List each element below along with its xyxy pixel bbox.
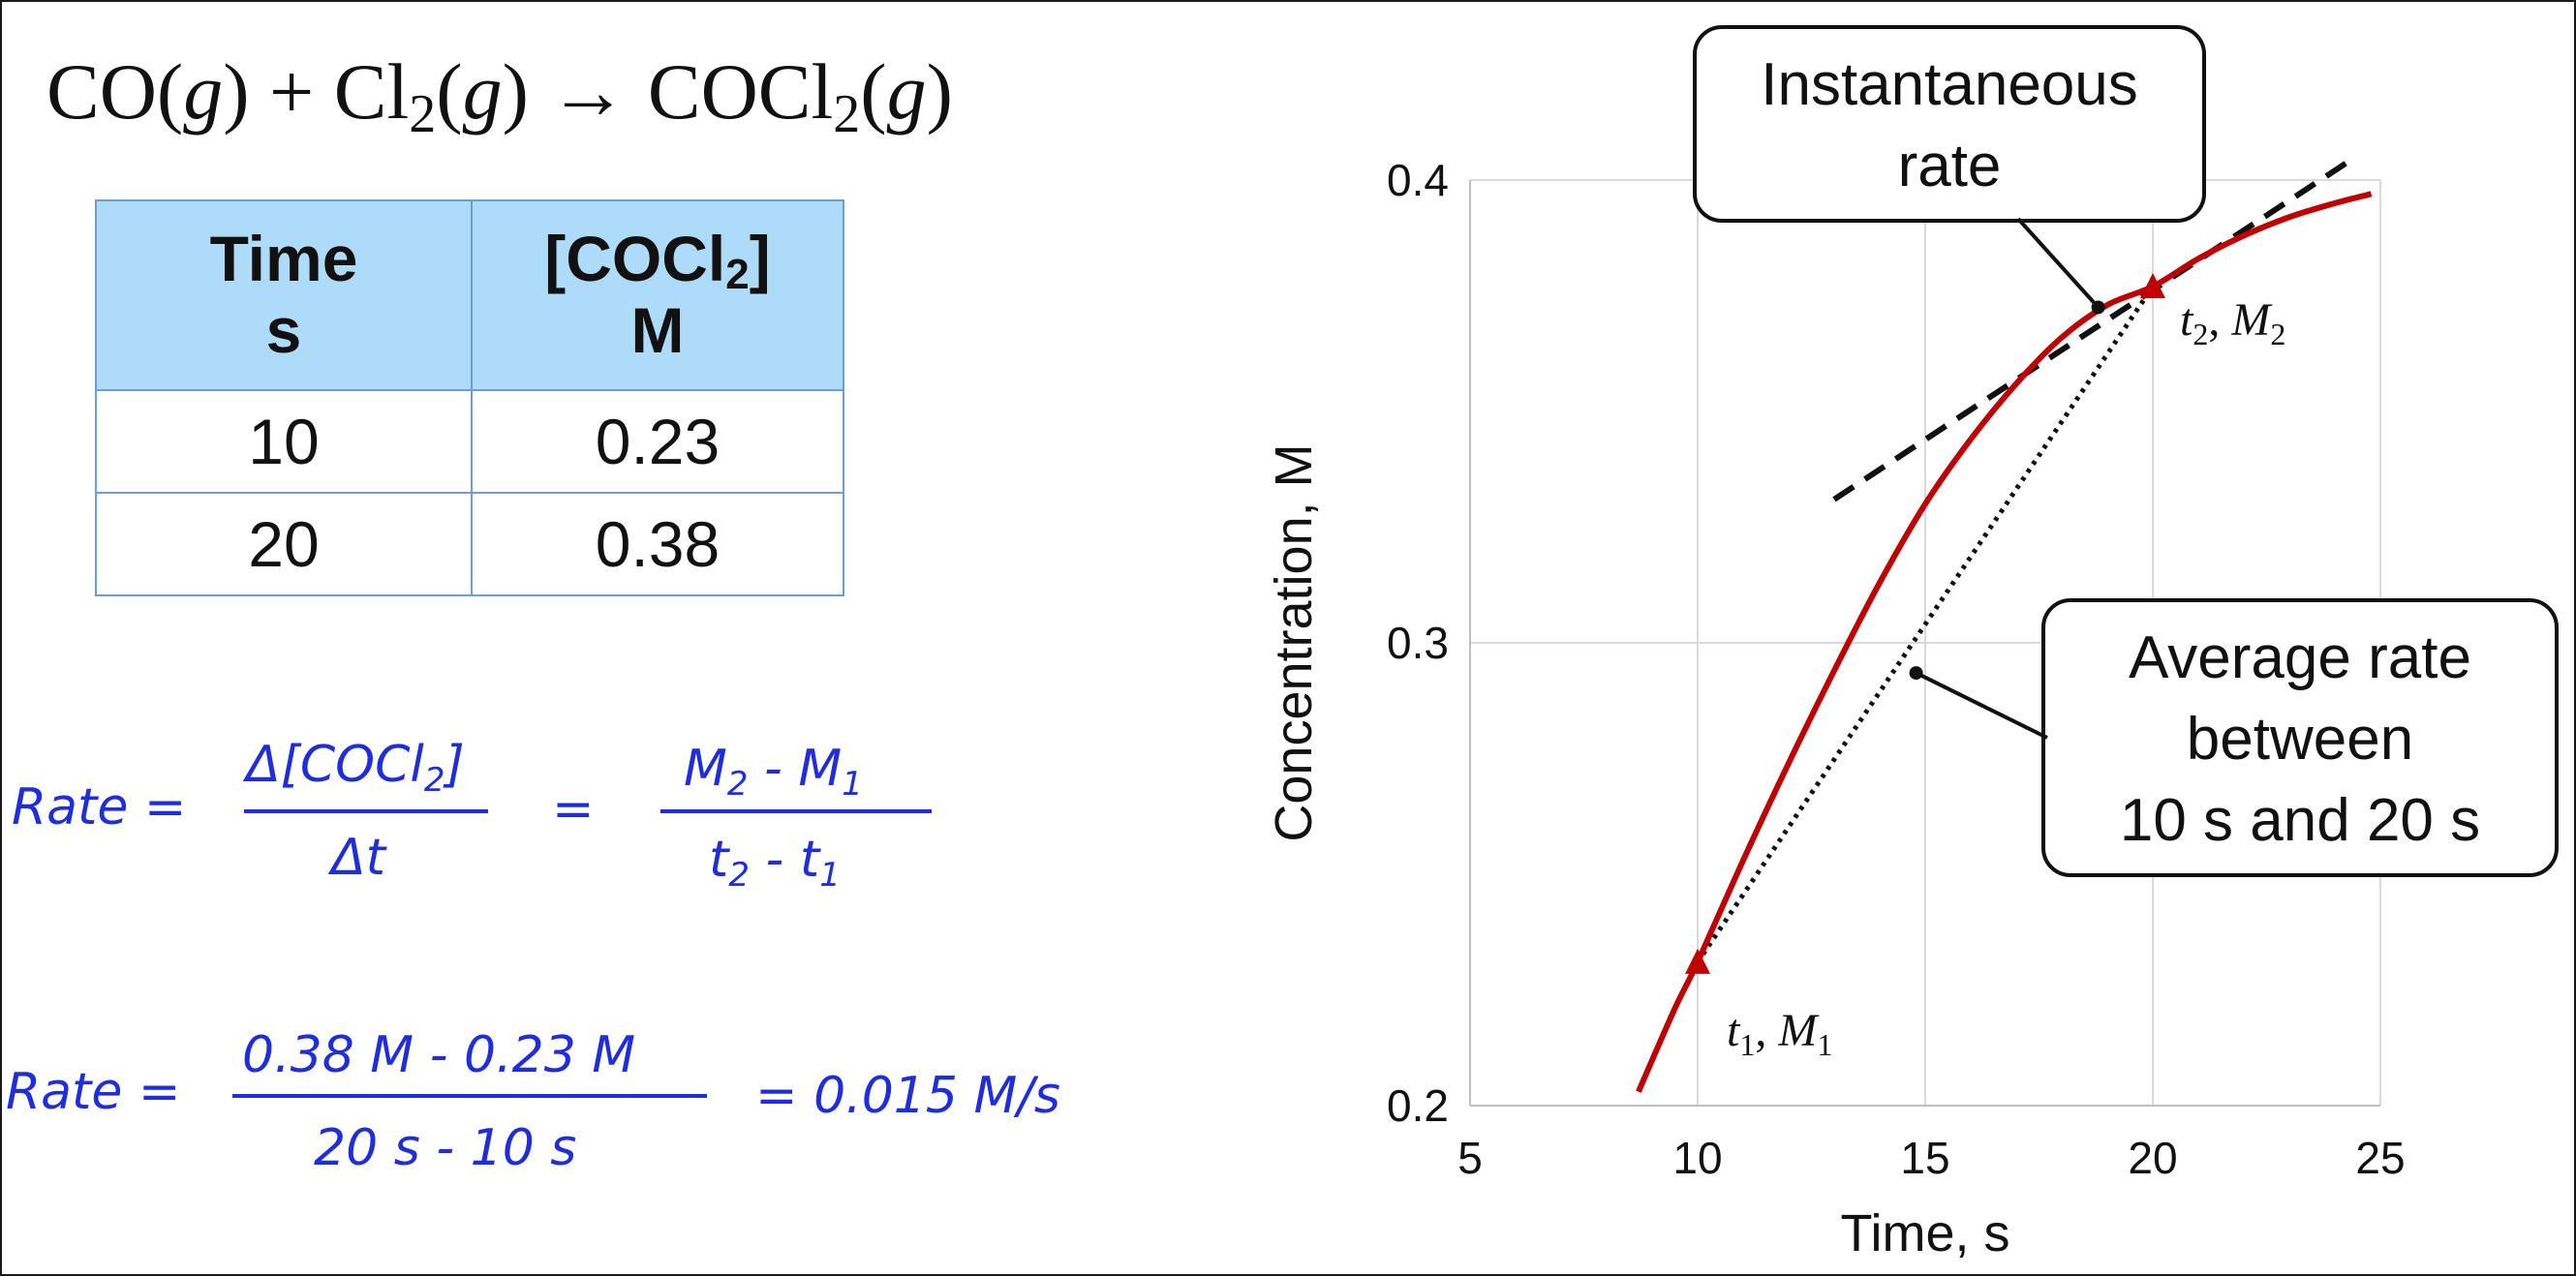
chart-callouts: Instantaneous rate Average rate between 10 s… [1693, 25, 2559, 877]
chart-lines [1636, 159, 2373, 1093]
x-tick-label: 5 [1457, 1133, 1483, 1183]
header-time: Time s [95, 199, 473, 391]
callout-text-average: Average rate [2129, 624, 2471, 691]
callout-text-average: between [2187, 706, 2413, 773]
data-point-label: t2, M2 [2180, 294, 2285, 351]
y-tick-label: 0.2 [1387, 1080, 1449, 1131]
data-point-marker [1685, 948, 1710, 974]
formula1-den2: t2 - t1 [709, 831, 841, 895]
tangent-line [1832, 159, 2350, 502]
table-cell-conc: 0.38 [471, 492, 844, 596]
table-row: 10 0.23 [95, 389, 844, 494]
formula2-denominator: 20 s - 10 s [314, 1119, 577, 1177]
table-cell-time: 20 [95, 492, 473, 596]
x-axis-title: Time, s [1841, 1204, 2010, 1262]
formula1-lhs: Rate = [12, 778, 187, 836]
table-row: 20 0.38 [95, 492, 844, 596]
callout-leader-instantaneous [2016, 217, 2101, 309]
callout-dot-average [1909, 666, 1923, 681]
concentration-curve [1636, 191, 2373, 1093]
callout-dot-instantaneous [2091, 300, 2105, 315]
x-tick-label: 10 [1672, 1133, 1722, 1183]
callout-box-instantaneous [1693, 25, 2206, 223]
formula1-num1: Δ[COCl2] [246, 736, 465, 800]
table-cell-conc: 0.23 [471, 389, 844, 494]
table-header-row: Time s [COCl2] M [95, 199, 844, 391]
callout-text-instantaneous: rate [1898, 133, 2002, 199]
chart-axes: 5 10 15 20 25 0.2 0.3 0.4 Time, s Concentration, … [1265, 155, 2406, 1262]
formula2-fraction-bar [232, 1094, 707, 1098]
data-table: Time s [COCl2] M 10 0.23 20 0.38 [95, 199, 844, 596]
table-cell-time: 10 [95, 389, 473, 494]
chart-points: t1, M1 t2, M2 [1685, 272, 2285, 1062]
secant-line [1695, 285, 2156, 964]
formula1-fraction-bar-2 [660, 809, 932, 813]
x-tick-label: 20 [2128, 1133, 2177, 1183]
formula1-den1: Δt [331, 829, 385, 887]
formula2-numerator: 0.38 M - 0.23 M [242, 1026, 636, 1084]
reaction-equation: CO(g) + Cl2(g) → COCl2(g) [46, 47, 953, 144]
header-concentration: [COCl2] M [471, 199, 844, 391]
callout-text-average: 10 s and 20 s [2120, 787, 2480, 854]
callout-text-instantaneous: Instantaneous [1761, 51, 2138, 118]
formula1-equals: = [552, 780, 595, 838]
x-tick-label: 15 [1900, 1133, 1949, 1183]
formula2-lhs: Rate = [6, 1063, 181, 1121]
x-tick-label: 25 [2355, 1133, 2405, 1183]
callout-leader-average [1915, 671, 2048, 740]
data-point-marker [2140, 272, 2165, 298]
y-axis-title: Concentration, M [1265, 443, 1323, 841]
formula2-result: = 0.015 M/s [755, 1067, 1060, 1125]
formula1-fraction-bar-1 [244, 809, 488, 813]
formula1-num2: M2 - M1 [684, 740, 863, 804]
y-tick-label: 0.3 [1387, 618, 1449, 668]
y-tick-label: 0.4 [1387, 155, 1449, 205]
data-point-label: t1, M1 [1727, 1005, 1832, 1062]
